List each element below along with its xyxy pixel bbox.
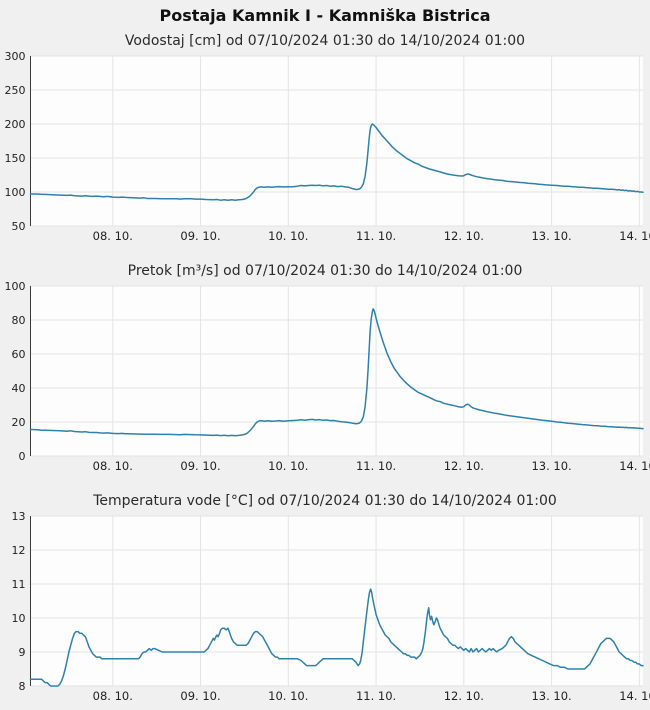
y-tick-label: 80 xyxy=(12,314,26,327)
pretok-chart: 0 20 40 60 80 100 08. 10. 09. 10. 10. 10. 11. 10.… xyxy=(5,280,650,473)
y-tick-label: 10 xyxy=(12,612,26,625)
x-tick-label: 08. 10. xyxy=(93,229,133,243)
y-tick-label: 100 xyxy=(5,186,26,199)
chart-title-vodostaj: Vodostaj [cm] od 07/10/2024 01:30 do 14/… xyxy=(124,33,526,49)
x-tick-label: 14. 10. xyxy=(619,689,650,703)
x-tick-label: 11. 10. xyxy=(356,459,396,473)
x-tick-label: 14. 10. xyxy=(619,229,650,243)
page-title: Postaja Kamnik I - Kamniška Bistrica xyxy=(159,6,491,25)
x-tick-label: 13. 10. xyxy=(531,229,571,243)
chart-title-pretok: Pretok [m³/s] od 07/10/2024 01:30 do 14/… xyxy=(127,263,523,279)
chart-section-temperatura: 8 9 10 11 12 13 08. 10. 09. 10. 10. 10. 11. 10. 12… xyxy=(0,490,650,710)
plot-area xyxy=(30,516,643,686)
y-tick-label: 150 xyxy=(5,152,26,165)
chart-title-temperatura: Temperatura vode [°C] od 07/10/2024 01:3… xyxy=(93,493,557,509)
chart-section-vodostaj: 50 100 150 200 250 300 08. 10. 09. 10. 10. 10. 11… xyxy=(0,30,650,250)
x-tick-label: 08. 10. xyxy=(93,459,133,473)
x-tick-label: 12. 10. xyxy=(444,229,484,243)
x-tick-label: 12. 10. xyxy=(444,459,484,473)
series-line xyxy=(29,308,644,437)
y-tick-label: 200 xyxy=(5,118,26,131)
y-tick-label: 250 xyxy=(5,84,26,97)
y-tick-label: 8 xyxy=(19,680,26,693)
y-tick-label: 100 xyxy=(5,280,26,293)
x-tick-label: 11. 10. xyxy=(356,689,396,703)
x-tick-label: 13. 10. xyxy=(531,459,571,473)
series-line xyxy=(29,123,644,201)
y-tick-label: 20 xyxy=(12,416,26,429)
y-tick-label: 12 xyxy=(12,544,26,557)
x-tick-label: 10. 10. xyxy=(268,459,308,473)
x-tick-label: 09. 10. xyxy=(180,459,220,473)
x-tick-label: 09. 10. xyxy=(180,689,220,703)
x-tick-label: 10. 10. xyxy=(268,689,308,703)
y-tick-label: 0 xyxy=(19,450,26,463)
x-tick-label: 11. 10. xyxy=(356,229,396,243)
y-tick-label: 40 xyxy=(12,382,26,395)
series-line xyxy=(29,588,644,687)
x-tick-label: 13. 10. xyxy=(531,689,571,703)
vodostaj-chart: 50 100 150 200 250 300 08. 10. 09. 10. 10. 10. 11… xyxy=(5,50,650,243)
y-tick-label: 13 xyxy=(12,510,26,523)
chart-section-pretok: 0 20 40 60 80 100 08. 10. 09. 10. 10. 10. 11. 10.… xyxy=(0,260,650,480)
x-tick-label: 09. 10. xyxy=(180,229,220,243)
y-tick-label: 9 xyxy=(19,646,26,659)
x-tick-label: 14. 10. xyxy=(619,459,650,473)
y-tick-label: 300 xyxy=(5,50,26,63)
x-tick-label: 08. 10. xyxy=(93,689,133,703)
y-tick-label: 11 xyxy=(12,578,26,591)
y-tick-label: 50 xyxy=(12,220,26,233)
temperatura-chart: 8 9 10 11 12 13 08. 10. 09. 10. 10. 10. 11. 10. 12… xyxy=(12,510,650,703)
x-tick-label: 10. 10. xyxy=(268,229,308,243)
y-tick-label: 60 xyxy=(12,348,26,361)
x-tick-label: 12. 10. xyxy=(444,689,484,703)
plot-area xyxy=(30,286,643,456)
